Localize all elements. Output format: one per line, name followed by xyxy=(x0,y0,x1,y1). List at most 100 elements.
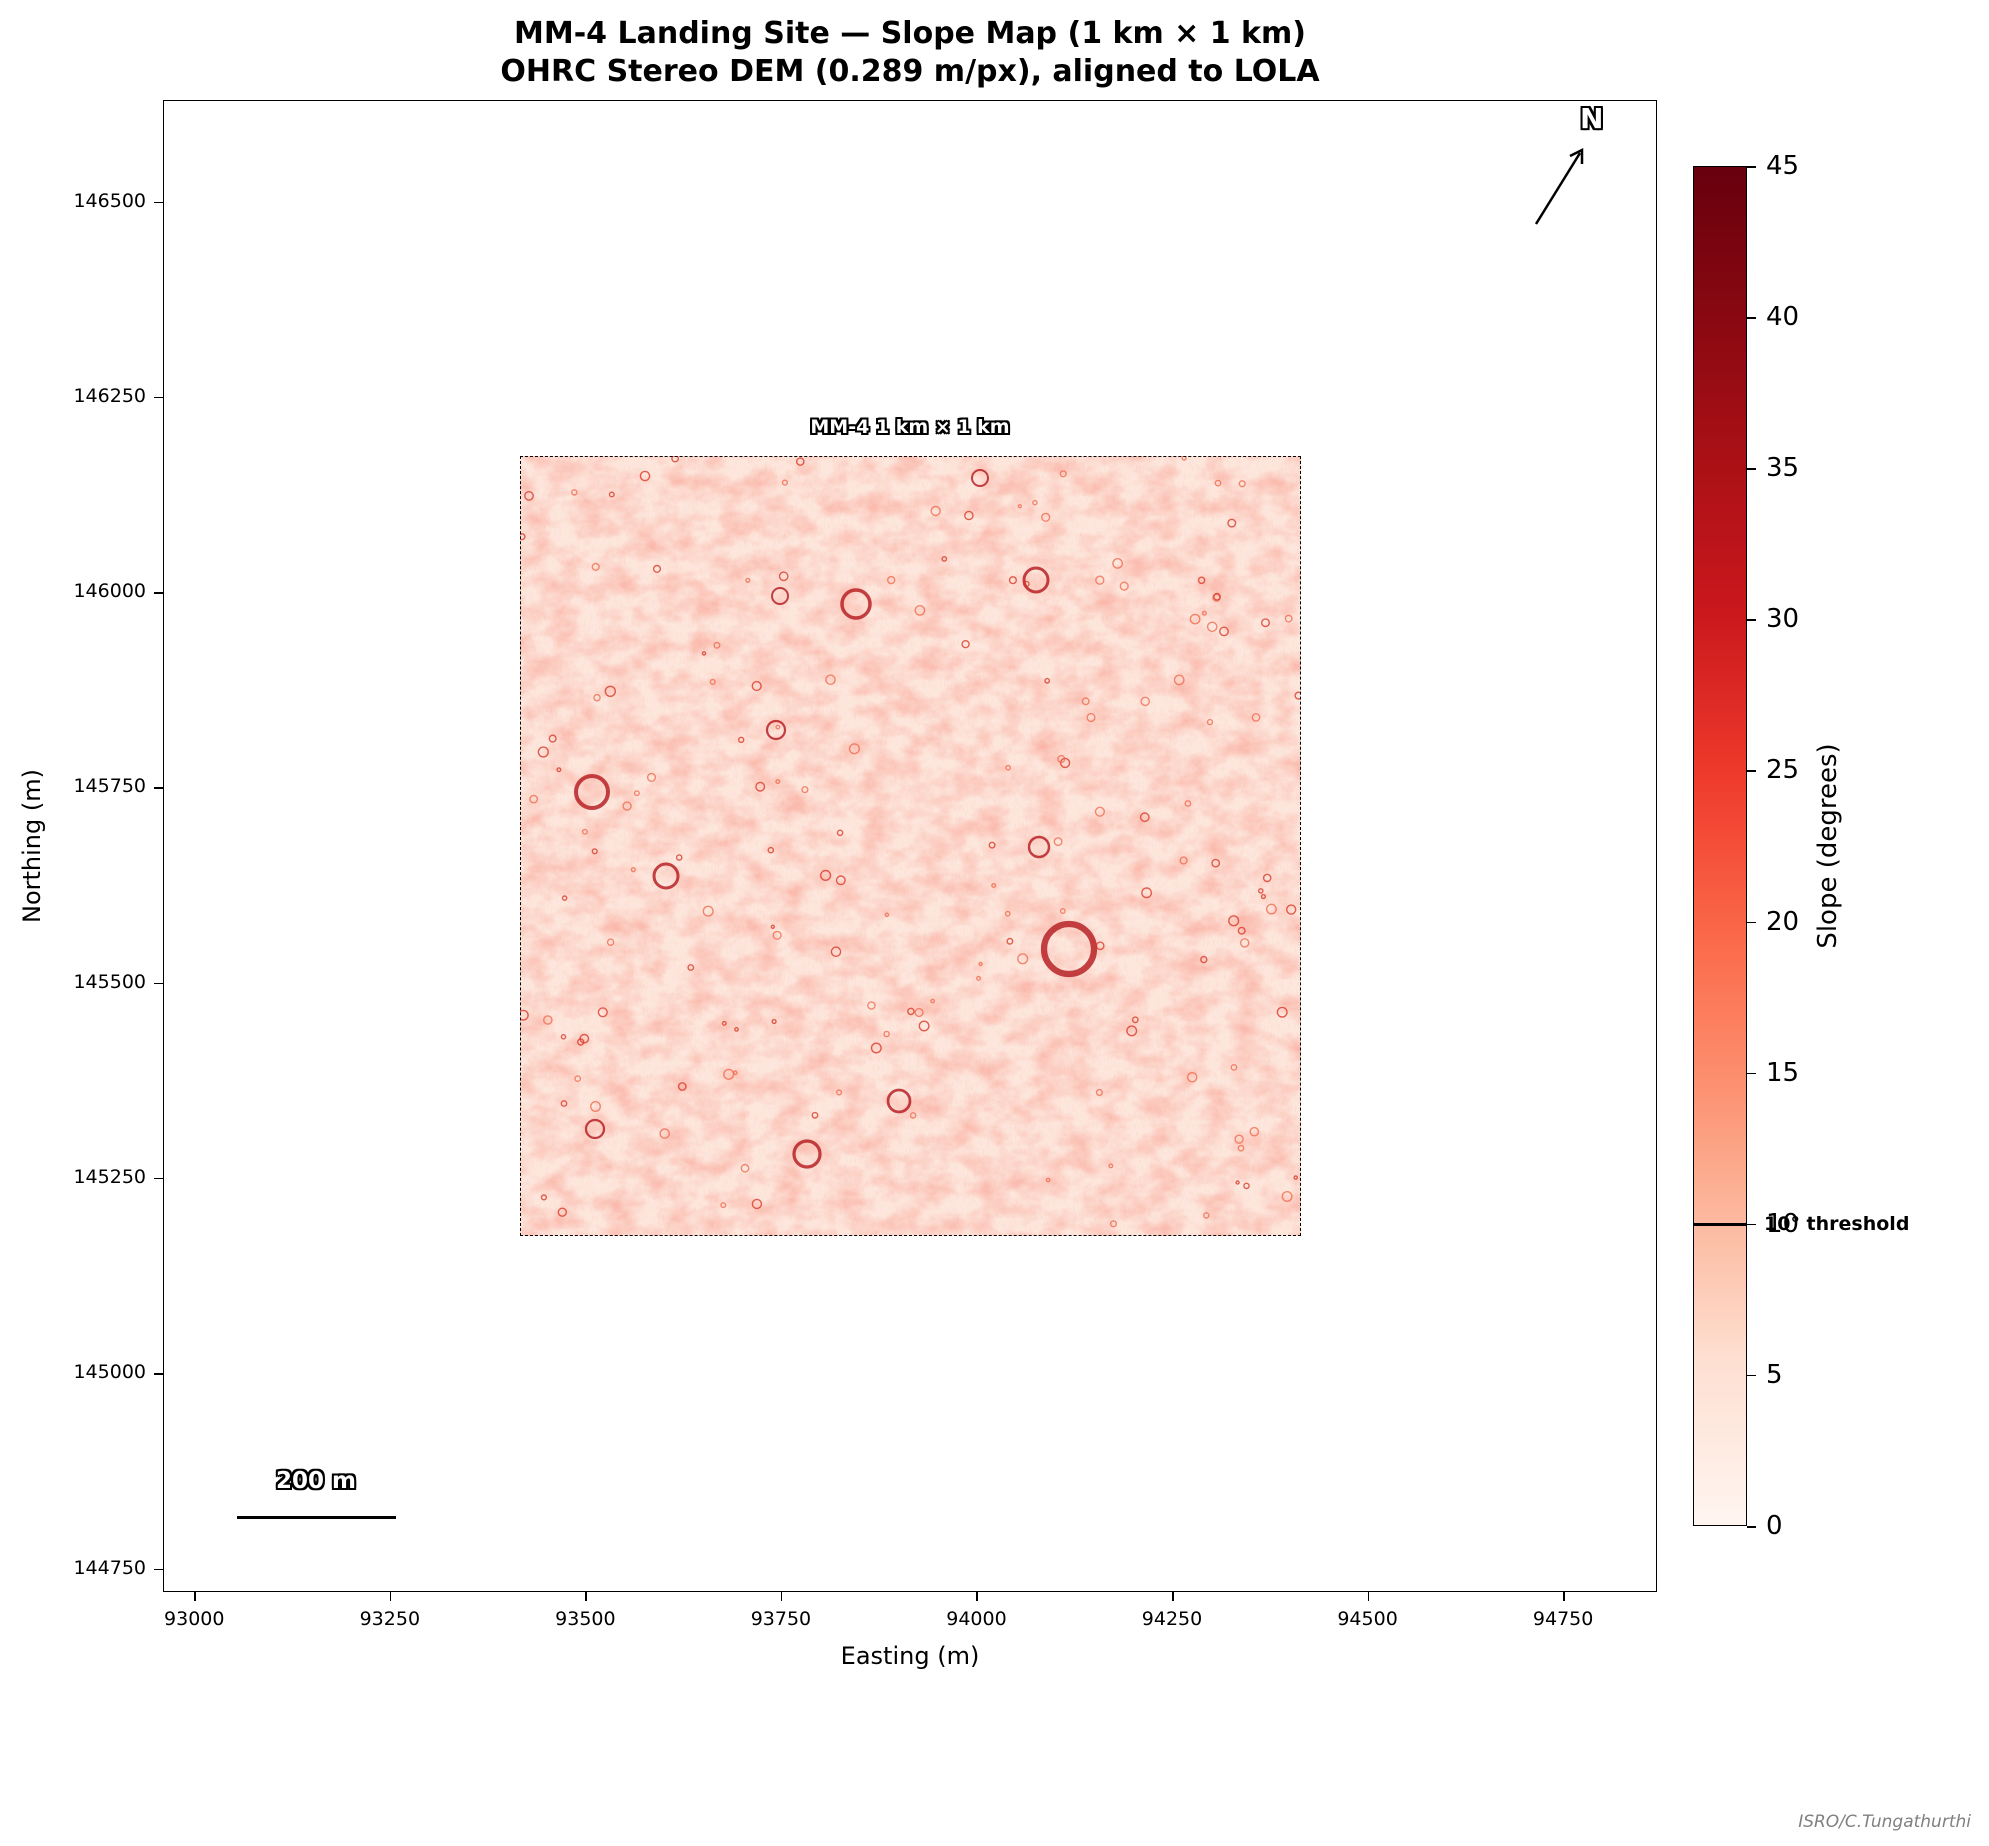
y-tick-label: 145250 xyxy=(73,1165,146,1188)
colorbar-tick-label: 0 xyxy=(1766,1511,1783,1541)
crater-mark xyxy=(1086,712,1096,723)
crater-mark xyxy=(630,867,636,873)
x-axis-label: Easting (m) xyxy=(840,1642,980,1670)
crater-mark xyxy=(737,736,745,743)
crater-mark xyxy=(606,938,615,947)
crater-mark xyxy=(1243,1182,1250,1190)
crater-mark xyxy=(1261,618,1271,628)
crater-mark xyxy=(825,674,836,685)
crater-mark xyxy=(751,680,762,692)
x-tick-label: 94500 xyxy=(1337,1608,1398,1630)
crater-mark xyxy=(1045,1177,1051,1183)
scale-bar-label: 200 m xyxy=(276,1468,356,1494)
crater-mark xyxy=(770,924,776,929)
crater-mark xyxy=(907,1007,915,1016)
crater-ring xyxy=(886,1088,912,1114)
colorbar-tick-label: 20 xyxy=(1766,906,1800,937)
crater-mark xyxy=(1017,504,1022,509)
north-label: N xyxy=(1580,102,1604,135)
y-tick-label: 146500 xyxy=(73,189,146,212)
crater-mark xyxy=(524,491,534,501)
crater-mark xyxy=(734,1027,739,1032)
crater-mark xyxy=(1094,806,1106,817)
crater-mark xyxy=(1108,1163,1114,1169)
x-tick xyxy=(585,1592,587,1601)
crater-mark xyxy=(1023,580,1030,588)
crater-mark xyxy=(1179,856,1188,865)
x-tick xyxy=(976,1592,978,1601)
crater-ring xyxy=(1022,566,1050,594)
x-tick xyxy=(1563,1592,1565,1601)
x-tick-label: 93500 xyxy=(555,1608,616,1630)
crater-mark xyxy=(1293,1175,1299,1180)
crater-mark xyxy=(1249,1126,1260,1137)
crater-mark xyxy=(1141,887,1153,899)
crater-mark xyxy=(1006,937,1014,945)
threshold-line xyxy=(1693,1222,1747,1226)
crater-mark xyxy=(646,772,657,783)
crater-mark xyxy=(540,1194,548,1201)
y-tick xyxy=(154,1373,163,1375)
colorbar-tick xyxy=(1747,770,1756,772)
colorbar-tick-label: 10 xyxy=(1766,1208,1800,1239)
crater-mark xyxy=(867,1001,876,1010)
y-tick-label: 145500 xyxy=(73,970,146,993)
crater-mark xyxy=(557,1207,567,1217)
y-tick xyxy=(154,1177,163,1180)
crater-mark xyxy=(577,1038,585,1046)
y-tick xyxy=(154,592,163,594)
crater-mark xyxy=(1081,697,1090,706)
crater-mark xyxy=(801,786,809,794)
crater-mark xyxy=(574,1075,582,1082)
x-tick xyxy=(194,1592,196,1601)
crater-mark xyxy=(909,1112,917,1119)
crater-mark xyxy=(767,846,775,854)
crater-mark xyxy=(1109,1220,1118,1228)
x-tick-label: 93750 xyxy=(750,1608,812,1630)
crater-mark xyxy=(1294,691,1301,700)
crater-mark xyxy=(1173,674,1185,686)
crater-mark xyxy=(1184,800,1192,807)
crater-mark xyxy=(1230,1064,1238,1071)
crater-ring xyxy=(840,588,872,620)
crater-mark xyxy=(529,794,539,804)
crater-mark xyxy=(593,693,601,702)
crater-ring xyxy=(971,469,989,487)
crater-mark xyxy=(1119,581,1129,591)
crater-ring xyxy=(652,862,680,890)
crater-mark xyxy=(548,734,557,743)
crater-mark xyxy=(1206,718,1214,726)
crater-mark xyxy=(604,685,617,698)
crater-mark xyxy=(830,946,842,958)
crater-mark xyxy=(1265,903,1277,915)
crater-mark xyxy=(720,1202,727,1209)
crater-mark xyxy=(721,1020,727,1026)
crater-mark xyxy=(1197,576,1206,585)
crater-mark xyxy=(597,1007,608,1018)
crater-mark xyxy=(820,869,832,882)
crater-mark xyxy=(1286,904,1297,915)
crater-mark xyxy=(639,470,651,482)
crater-mark xyxy=(836,829,844,837)
y-axis-label: Northing (m) xyxy=(18,769,46,923)
crater-mark xyxy=(1095,941,1105,951)
x-tick-label: 94250 xyxy=(1141,1608,1203,1630)
crater-mark xyxy=(1095,575,1105,585)
crater-mark xyxy=(914,1007,924,1018)
crater-mark xyxy=(659,1128,670,1139)
colorbar-tick xyxy=(1747,1072,1756,1075)
crater-mark xyxy=(591,848,598,855)
x-tick-label: 93000 xyxy=(164,1608,225,1630)
crater-mark xyxy=(1032,499,1038,506)
y-tick xyxy=(154,787,163,789)
crater-mark xyxy=(775,724,781,730)
landing-site-label: MM-4 1 km × 1 km xyxy=(810,416,1010,438)
y-tick-label: 145750 xyxy=(73,775,146,798)
crater-mark xyxy=(520,1009,529,1021)
crater-mark xyxy=(537,746,549,758)
colorbar-tick xyxy=(1747,619,1756,621)
crater-mark xyxy=(848,743,861,755)
x-tick xyxy=(1367,1592,1370,1601)
crater-mark xyxy=(1234,1134,1244,1144)
crater-mark xyxy=(755,781,766,792)
